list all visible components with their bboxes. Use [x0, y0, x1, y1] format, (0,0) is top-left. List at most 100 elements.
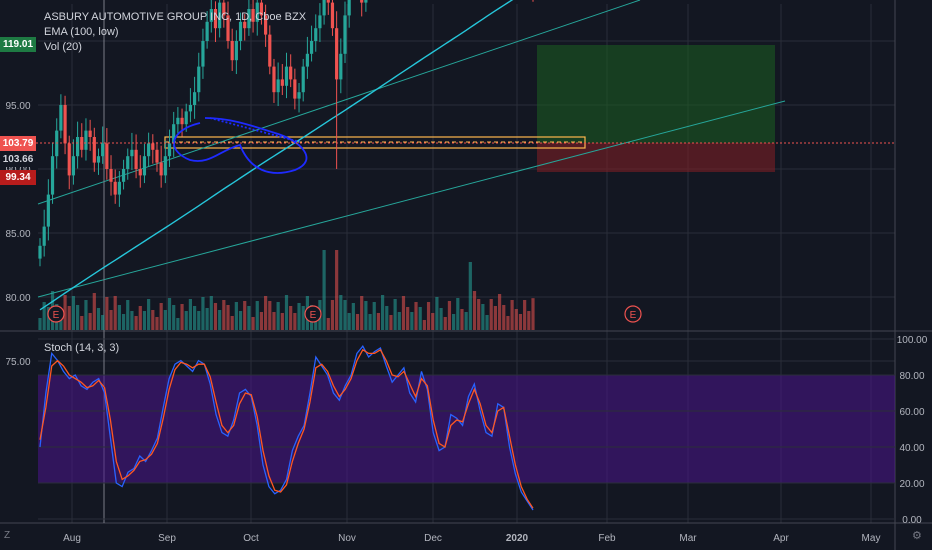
time-tick-label: Apr [773, 533, 789, 544]
volume-bar [518, 314, 523, 330]
volume-bar [510, 300, 514, 330]
candle-body [167, 143, 172, 157]
volume-bar [364, 301, 368, 330]
volume-bar [105, 297, 109, 330]
volume-bar [297, 303, 301, 330]
candle-body [322, 0, 326, 16]
volume-bar [489, 299, 493, 330]
candle-body [159, 162, 163, 176]
volume-bar [251, 317, 255, 330]
earnings-marker-icon: E [304, 305, 322, 323]
candle-body [218, 2, 222, 29]
candle-body [155, 149, 159, 163]
volume-bar [222, 300, 226, 330]
timezone-z-icon[interactable]: Z [4, 530, 11, 541]
volume-bar [376, 313, 381, 330]
volume-bar [443, 317, 447, 330]
volume-bar [335, 250, 339, 330]
candle-body [272, 66, 276, 93]
candle-body [284, 66, 289, 86]
volume-bar [506, 316, 510, 330]
volume-bar [397, 312, 401, 330]
volume-bar [272, 312, 276, 330]
loss-zone [537, 143, 775, 172]
volume-bar [218, 310, 222, 330]
volume-bar [155, 317, 159, 330]
volume-bar [401, 296, 406, 330]
candle-body [276, 79, 280, 93]
volume-bar [188, 299, 193, 330]
stoch-tick-label: 40.00 [899, 443, 924, 454]
candle-body [50, 156, 55, 195]
time-tick-label: Oct [243, 533, 259, 544]
candle-body [163, 156, 167, 176]
candle-body [280, 79, 284, 86]
hand-drawn-ellipse [173, 117, 308, 174]
volume-bar [464, 312, 468, 330]
volume-bar [289, 306, 293, 330]
volume-bar [293, 313, 297, 330]
volume-bar [360, 296, 364, 330]
volume-bar [343, 300, 347, 330]
volume-bar [113, 296, 117, 330]
volume-bar [406, 307, 410, 330]
volume-bar [435, 297, 439, 330]
volume-bar [284, 295, 289, 330]
volume-bar [372, 302, 376, 330]
candle-body [335, 28, 339, 80]
time-tick-label: Nov [338, 533, 356, 544]
candle-body [176, 117, 180, 125]
volume-bar [63, 295, 67, 330]
volume-bar [447, 301, 452, 330]
price-tick-label: 85.00 [5, 229, 30, 240]
candle-body [184, 111, 188, 125]
stoch-band [38, 375, 895, 483]
volume-bar [393, 299, 397, 330]
candle-body [142, 156, 147, 176]
ema-legend[interactable]: EMA (100, low) [44, 26, 119, 38]
candle-body [247, 9, 251, 29]
settings-gear-icon[interactable]: ⚙ [912, 530, 922, 542]
candle-body [226, 15, 230, 41]
volume-legend[interactable]: Vol (20) [44, 41, 82, 53]
last-price-tag: 103.79 [0, 136, 36, 151]
volume-bar [96, 308, 101, 330]
volume-bar [380, 295, 385, 330]
volume-bar [330, 300, 335, 330]
candle-body [209, 9, 213, 22]
volume-bar [368, 314, 372, 330]
volume-bar [109, 310, 113, 330]
candle-body [76, 137, 80, 157]
volume-bar [151, 310, 155, 330]
time-tick-label: 2020 [506, 533, 529, 544]
candle-body [46, 194, 50, 227]
candle-body [360, 0, 364, 3]
stoch-tick-label: 20.00 [899, 479, 924, 490]
volume-bar [159, 303, 163, 330]
volume-bar [431, 313, 435, 330]
volume-bar [301, 306, 305, 330]
earnings-circle [624, 305, 642, 323]
candle-body [188, 105, 193, 112]
volume-bar [280, 313, 284, 330]
volume-bar [493, 306, 497, 330]
stoch-title[interactable]: Stoch (14, 3, 3) [44, 342, 120, 354]
volume-bar [456, 298, 460, 330]
candle-body [84, 130, 88, 150]
volume-bar [472, 291, 477, 330]
volume-bar [201, 297, 205, 330]
ema-price-tag: 103.66 [0, 152, 36, 167]
earnings-marker-icon: E [624, 305, 642, 323]
volume-bar [38, 318, 42, 330]
volume-bar [389, 315, 393, 330]
volume-bar [192, 306, 197, 330]
candle-body [339, 53, 343, 80]
volume-bar [230, 316, 234, 330]
volume-bar [502, 305, 506, 330]
volume-bar [88, 313, 92, 330]
symbol-title[interactable]: ASBURY AUTOMOTIVE GROUP INC, 1D, Cboe BZ… [44, 11, 307, 23]
volume-bar [418, 307, 422, 330]
volume-bar [138, 306, 142, 330]
volume-bar [130, 311, 134, 330]
